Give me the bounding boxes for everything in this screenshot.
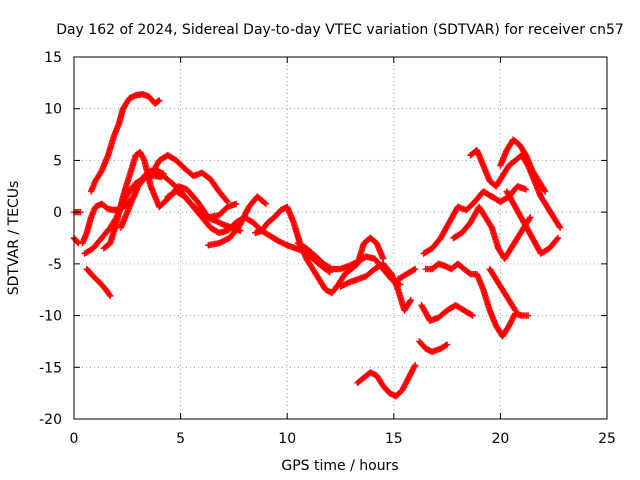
data-point	[232, 200, 240, 208]
series-arc-24	[503, 188, 562, 257]
y-tick-label: 5	[53, 153, 62, 169]
x-tick-label: 5	[176, 431, 185, 447]
y-tick-label: -5	[48, 257, 62, 273]
data-point	[262, 200, 270, 208]
data-point	[410, 266, 418, 273]
series-arc-21	[450, 203, 534, 262]
chart-title: Day 162 of 2024, Sidereal Day-to-day VTE…	[56, 22, 624, 38]
data-point	[556, 224, 564, 231]
data-point	[524, 312, 532, 319]
x-tick-label: 0	[70, 431, 79, 447]
data-point	[468, 311, 475, 319]
data-marks	[70, 91, 564, 400]
series-arc-9	[147, 152, 231, 205]
series-arc-23	[497, 136, 549, 195]
series-arc-2	[70, 234, 82, 247]
series-arc-14	[337, 260, 415, 314]
x-tick-label: 10	[278, 431, 296, 447]
data-point	[107, 292, 114, 300]
x-tick-labels: 0 5 10 15 20 25	[70, 431, 616, 447]
data-point	[554, 234, 562, 242]
data-point	[411, 362, 419, 369]
data-point	[527, 214, 534, 221]
data-point	[442, 342, 450, 349]
data-point	[223, 197, 230, 204]
data-point	[411, 265, 419, 273]
data-point	[140, 155, 147, 163]
data-point	[155, 98, 162, 105]
y-tick-labels: -20 -15 -10 -5 0 5 10 15	[39, 50, 62, 428]
x-tick-label: 25	[598, 431, 616, 447]
data-point	[106, 291, 113, 298]
data-point	[156, 97, 163, 104]
series-arc-17	[416, 338, 451, 355]
y-axis-label: SDTVAR / TECUs	[6, 181, 22, 296]
data-point	[74, 238, 81, 246]
data-point	[469, 312, 476, 319]
plot-frame	[73, 56, 608, 420]
data-point	[411, 363, 418, 370]
y-tick-label: -15	[39, 360, 62, 376]
data-point	[556, 223, 563, 230]
series-arc-7	[100, 148, 240, 252]
grid-lines	[74, 57, 607, 419]
series-arc-16	[354, 362, 419, 400]
data-point	[511, 305, 518, 313]
data-point	[443, 341, 451, 348]
data-point	[407, 296, 415, 304]
data-point	[261, 199, 268, 207]
tick-marks	[73, 56, 608, 420]
data-point	[553, 235, 561, 243]
data-point	[526, 215, 533, 222]
y-tick-label: 15	[44, 50, 62, 66]
series-arc-25	[486, 265, 519, 314]
x-tick-label: 15	[385, 431, 403, 447]
series-arc-15	[394, 265, 419, 283]
series-arc-19	[422, 260, 532, 340]
y-tick-label: -10	[39, 309, 62, 325]
x-axis-label: GPS time / hours	[281, 458, 398, 474]
data-point	[541, 188, 549, 195]
y-tick-label: -20	[39, 412, 62, 428]
series-arc-12	[252, 203, 387, 297]
data-point	[224, 198, 231, 205]
data-point	[406, 298, 414, 305]
y-tick-label: 10	[44, 102, 62, 118]
x-tick-label: 20	[491, 431, 509, 447]
data-point	[512, 307, 519, 314]
data-point	[541, 186, 548, 194]
series-arc-3	[83, 265, 114, 300]
data-point	[522, 186, 530, 193]
series-arc-11	[205, 193, 270, 249]
series-arc-18	[418, 302, 476, 324]
series-arc-6	[87, 91, 163, 195]
y-tick-label: 0	[53, 205, 62, 221]
